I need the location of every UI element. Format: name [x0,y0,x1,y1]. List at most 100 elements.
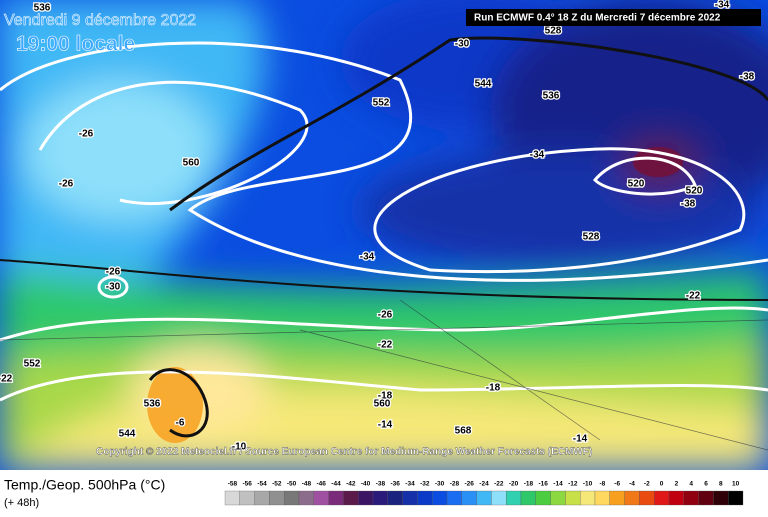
legend-swatch [698,490,714,506]
legend-tick: -18 [524,481,534,488]
legend-tick: -12 [568,481,578,488]
contour-label: 552 [373,98,390,109]
legend-swatch [594,490,610,506]
contour-label: -26 [378,310,393,321]
legend-swatch [269,490,285,506]
contour-label: -26 [79,129,94,140]
contour-label: -18 [378,391,393,402]
contour-label: -34 [530,150,545,161]
local-time: 19:00 locale [16,33,135,56]
contour-label: 568 [455,426,472,437]
legend-tick: 2 [675,481,679,488]
contour-label: -34 [715,0,730,11]
field [0,0,768,470]
legend-swatch [402,490,418,506]
legend-swatch [417,490,433,506]
legend-swatch [491,490,507,506]
legend-tick: -42 [346,481,356,488]
contour-label: -22 [378,340,393,351]
legend-tick: -48 [302,481,312,488]
contour-label: -14 [573,434,588,445]
legend-swatch [624,490,640,506]
contour-label: 536 [34,3,51,14]
legend-tick: -40 [361,481,371,488]
legend-swatch [313,490,329,506]
legend-tick: -58 [228,481,238,488]
legend-tick: -30 [435,481,445,488]
legend-swatch [713,490,729,506]
legend-swatch [358,490,374,506]
legend-swatch [520,490,536,506]
forecast-step: (+ 48h) [4,497,39,509]
legend-tick: 6 [704,481,708,488]
legend-tick: 10 [732,481,740,488]
legend-tick: 4 [689,481,693,488]
contour-label: 528 [583,232,600,243]
contour-label: -18 [486,383,501,394]
legend-swatch [432,490,448,506]
legend-swatch [668,490,684,506]
legend-tick: -14 [553,481,563,488]
contour-label: -14 [378,420,393,431]
legend-swatch [565,490,581,506]
contour-label: 560 [183,158,200,169]
contour-label: 544 [475,79,492,90]
legend-tick: -36 [390,481,400,488]
legend-tick: -28 [450,481,460,488]
date: Vendredi 9 décembre 2022 [4,12,196,29]
product-title: Temp./Geop. 500hPa (°C) [4,477,165,493]
legend-tick: -26 [464,481,474,488]
legend-tick: -38 [376,481,386,488]
contour-label: -26 [59,179,74,190]
legend-swatch [550,490,566,506]
legend-tick: -44 [331,481,341,488]
legend-swatch [683,490,699,506]
copyright: Copyright © 2022 Meteociel.fr / Source E… [96,447,592,458]
contour-label: 560 [374,399,391,410]
color-legend: -58 -56 -54 -52 -50 -48 -46 -44 -42 -40 -38 -36 -34-… [224,481,744,506]
legend-tick: -32 [420,481,430,488]
legend-tick: -50 [287,481,297,488]
legend-swatch [284,490,300,506]
contour-label: -34 [360,252,375,263]
legend-swatch [328,490,344,506]
legend-swatch [476,490,492,506]
legend-tick: -22 [494,481,504,488]
contour-label: -30 [106,282,121,293]
contour-label: 528 [545,26,562,37]
contour-label: -26 [106,267,121,278]
contour-label: -38 [740,72,755,83]
legend-swatch [506,490,522,506]
contour-labels: 536 -30 528 -34 -38 544 552 536 -26 560 -34 -26 520 5… [0,0,756,454]
legend-swatch [535,490,551,506]
run-info: Run ECMWF 0.4° 18 Z du Mercredi 7 décemb… [474,13,721,24]
legend-tick: 8 [719,481,723,488]
legend-tick: -52 [272,481,282,488]
legend-tick: -24 [479,481,489,488]
legend-tick: -20 [509,481,519,488]
contour-label: -30 [455,39,470,50]
legend-tick: -10 [583,481,593,488]
contour-label: -6 [176,418,185,429]
contour-label: 552 [24,359,41,370]
legend-swatch [387,490,403,506]
legend-tick: -6 [614,481,620,488]
legend-tick: -54 [257,481,267,488]
legend-swatch [298,490,314,506]
legend-swatch [728,490,744,506]
legend-swatch [580,490,596,506]
contour-label: -22 [0,374,13,385]
run-box [466,9,761,26]
legend-tick: -4 [629,481,635,488]
contour-label: -10 [232,442,247,453]
legend-swatch [609,490,625,506]
legend-tick: -34 [405,481,415,488]
legend-tick: -16 [538,481,548,488]
legend-swatch [639,490,655,506]
contour-label: 520 [628,179,645,190]
contour-label: 536 [543,91,560,102]
legend-tick: 0 [660,481,664,488]
contour-label: -22 [686,291,701,302]
legend-tick: -8 [600,481,606,488]
